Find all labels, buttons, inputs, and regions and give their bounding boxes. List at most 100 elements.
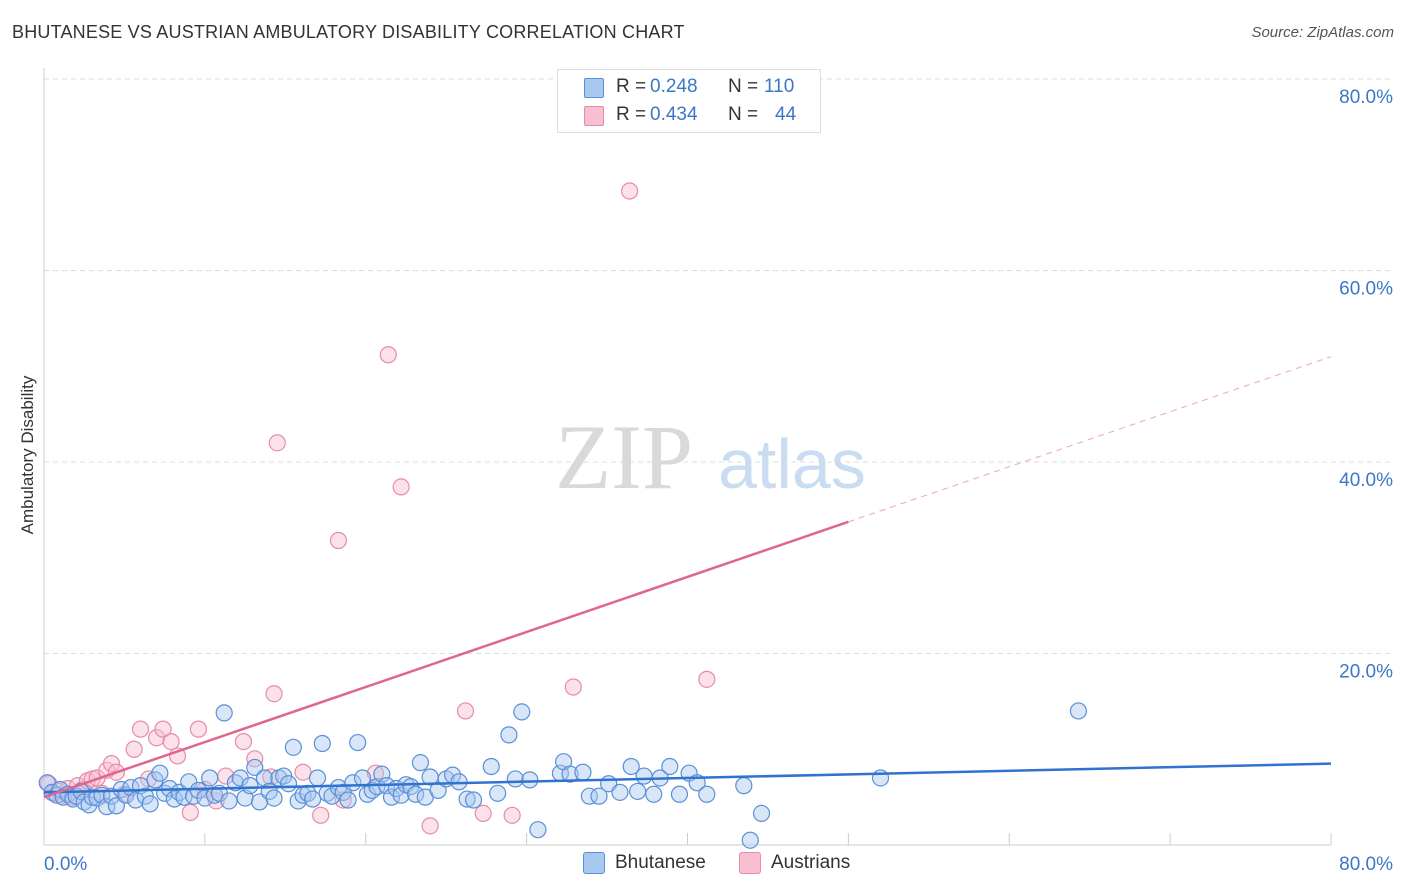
bhutanese-point xyxy=(308,769,327,787)
bhutanese-point xyxy=(284,738,302,756)
bhutanese-point xyxy=(645,785,663,803)
bhutanese-point xyxy=(323,787,341,805)
bhutanese-point xyxy=(590,787,608,805)
bhutanese-point xyxy=(75,793,93,811)
bhutanese-point xyxy=(349,733,367,752)
austrians-point xyxy=(312,806,330,824)
bhutanese-point xyxy=(574,763,592,781)
bhutanese-point xyxy=(635,767,653,785)
legend-item-bhutanese[interactable]: Bhutanese xyxy=(583,852,706,874)
austrians-point xyxy=(392,478,410,496)
austrians-point xyxy=(125,740,143,758)
bhutanese-swatch xyxy=(584,78,604,98)
austrians-point xyxy=(265,685,283,703)
austrians-point xyxy=(234,732,253,751)
bhutanese-point xyxy=(255,769,273,787)
bhutanese-point xyxy=(529,821,547,839)
bhutanese-point xyxy=(513,703,531,721)
austrians-point xyxy=(503,806,521,824)
bhutanese-point xyxy=(458,790,476,808)
legend-label: Bhutanese xyxy=(615,852,706,873)
bhutanese-point xyxy=(464,791,483,809)
r-label: R = xyxy=(616,104,647,125)
bhutanese-point xyxy=(489,784,507,802)
y-tick-label: 60.0% xyxy=(1339,279,1393,300)
r-value: 0.248 xyxy=(650,76,698,97)
tick-labels: 20.0% 40.0% 60.0% 80.0% 0.0% 80.0% xyxy=(44,87,1393,875)
austrians-legend-swatch xyxy=(739,852,761,874)
bhutanese-point xyxy=(201,769,219,787)
r-label: R = xyxy=(616,76,647,97)
bhutanese-point xyxy=(411,754,430,772)
bhutanese-point xyxy=(1069,702,1088,720)
austrians-point xyxy=(268,434,286,452)
bhutanese-point xyxy=(670,785,689,803)
legend-label: Austrians xyxy=(771,852,851,873)
austrians-trend-line xyxy=(43,520,849,799)
bhutanese-point xyxy=(500,726,518,744)
y-tick-label: 80.0% xyxy=(1339,87,1393,108)
austrians-point xyxy=(366,764,385,782)
austrians-point xyxy=(294,763,312,781)
bhutanese-point xyxy=(141,795,159,813)
bhutanese-point xyxy=(246,758,264,777)
y-tick-label: 20.0% xyxy=(1339,662,1393,683)
austrians-points xyxy=(40,182,716,835)
axes xyxy=(43,68,1332,846)
bhutanese-point xyxy=(661,757,679,776)
watermark-zip: ZIP xyxy=(555,406,693,508)
austrians-point xyxy=(421,817,439,835)
bhutanese-point xyxy=(265,789,283,807)
austrians-swatch xyxy=(584,106,604,126)
watermark-atlas: atlas xyxy=(718,425,866,503)
n-label: N = xyxy=(728,76,759,97)
source-credit: Source: ZipAtlas.com xyxy=(1251,24,1394,41)
bhutanese-point xyxy=(698,785,716,803)
bhutanese-point xyxy=(741,831,759,849)
bhutanese-points xyxy=(38,702,1088,849)
austrians-point xyxy=(102,755,121,773)
bhutanese-point xyxy=(521,771,539,789)
n-value: 110 xyxy=(764,76,795,97)
n-value: 44 xyxy=(775,104,797,125)
r-value: 0.434 xyxy=(650,104,698,125)
austrians-point xyxy=(620,182,639,200)
legend-item-austrians[interactable]: Austrians xyxy=(739,852,850,874)
austrians-trend-extension xyxy=(848,356,1332,523)
trend-lines xyxy=(43,356,1332,799)
austrians-point xyxy=(698,670,716,688)
bhutanese-point xyxy=(215,704,233,722)
bhutanese-trend-line xyxy=(43,762,1332,794)
bhutanese-point xyxy=(339,791,357,809)
austrians-point xyxy=(181,803,199,822)
bhutanese-legend-swatch xyxy=(583,852,605,874)
bhutanese-point xyxy=(482,757,500,776)
bhutanese-point xyxy=(611,783,629,801)
bhutanese-point xyxy=(622,757,640,776)
austrians-point xyxy=(131,720,150,738)
x-tick-label: 80.0% xyxy=(1339,854,1393,875)
bhutanese-point xyxy=(506,770,524,788)
chart-legend: Bhutanese Austrians xyxy=(0,852,1406,876)
correlation-stats-box: R = 0.248 N = 110 R = 0.434 N = 44 xyxy=(557,69,821,133)
bhutanese-point xyxy=(629,782,647,800)
bhutanese-point xyxy=(561,765,579,783)
bhutanese-point xyxy=(279,775,298,793)
bhutanese-point xyxy=(407,785,425,803)
austrians-point xyxy=(474,804,492,823)
austrians-point xyxy=(564,678,582,696)
bhutanese-point xyxy=(752,804,771,823)
bhutanese-point xyxy=(220,792,238,810)
x-tick-label: 0.0% xyxy=(44,854,87,875)
chart-title: BHUTANESE VS AUSTRIAN AMBULATORY DISABIL… xyxy=(12,22,685,42)
austrians-point xyxy=(154,720,172,738)
bhutanese-point xyxy=(151,764,169,782)
bhutanese-point xyxy=(313,734,331,753)
bhutanese-point xyxy=(241,777,259,795)
bhutanese-point xyxy=(580,787,598,805)
y-tick-label: 40.0% xyxy=(1339,470,1393,491)
austrians-point xyxy=(246,750,264,768)
austrians-point xyxy=(329,531,348,550)
austrians-point xyxy=(456,702,475,720)
